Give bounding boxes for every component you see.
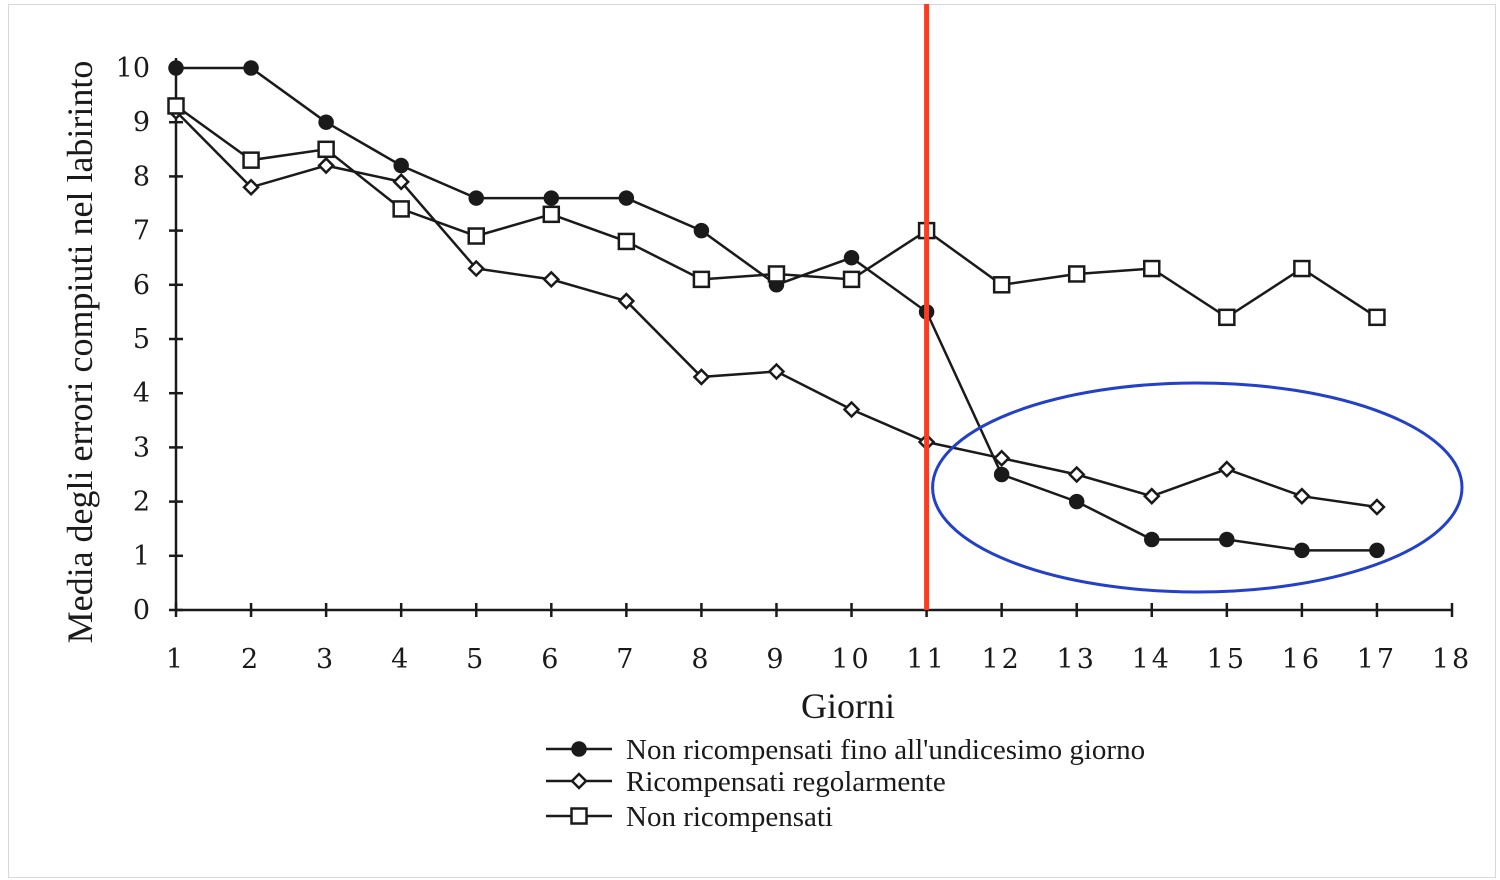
legend-marker-non-ricompensati-fino-11	[571, 741, 587, 757]
legend-label-ricompensati-regolarmente: Ricompensati regolarmente	[626, 766, 946, 798]
data-point-non-ricompensati-5	[467, 227, 485, 245]
x-tick-label-18: 18	[1432, 644, 1472, 675]
data-point-non-ricompensati-14	[1143, 259, 1161, 278]
data-point-non-ricompensati-1	[167, 97, 185, 115]
data-point-non-ricompensati-fino-11-17	[1369, 542, 1385, 559]
data-point-non-ricompensati-4	[392, 200, 410, 218]
y-tick-label-4: 4	[133, 378, 150, 409]
y-axis-title: Media degli errori compiuti nel labirint…	[60, 61, 100, 644]
data-point-ricompensati-regolarmente-10	[842, 400, 861, 419]
x-tick-label-6: 6	[541, 644, 561, 675]
y-tick-label-9: 9	[133, 107, 150, 138]
y-tick-label-0: 0	[133, 595, 150, 626]
y-tick-label-3: 3	[133, 432, 150, 463]
x-tick-label-2: 2	[241, 644, 261, 675]
data-point-non-ricompensati-2	[242, 151, 260, 169]
x-tick-label-1: 1	[166, 644, 186, 675]
y-tick-label-7: 7	[133, 216, 150, 247]
data-point-ricompensati-regolarmente-16	[1293, 487, 1311, 505]
data-point-non-ricompensati-16	[1293, 259, 1311, 278]
data-point-non-ricompensati-fino-11-16	[1294, 542, 1310, 559]
x-tick-label-5: 5	[466, 644, 486, 675]
data-point-non-ricompensati-10	[842, 270, 861, 289]
data-point-non-ricompensati-17	[1368, 308, 1386, 327]
y-tick-label-6: 6	[133, 270, 150, 301]
series-line-ricompensati-regolarmente	[175, 110, 1378, 509]
series-line-non-ricompensati-fino-11	[176, 66, 1377, 552]
data-point-ricompensati-regolarmente-4	[392, 173, 410, 191]
y-tick-label-2: 2	[133, 487, 150, 518]
x-tick-label-17: 17	[1357, 644, 1397, 675]
y-tick-label-1: 1	[133, 541, 150, 572]
x-tick-label-10: 10	[831, 644, 871, 675]
x-tick-label-16: 16	[1282, 644, 1322, 675]
data-point-ricompensati-regolarmente-15	[1218, 460, 1236, 478]
data-point-ricompensati-regolarmente-14	[1142, 487, 1161, 505]
data-point-non-ricompensati-fino-11-6	[543, 190, 560, 206]
legend-label-non-ricompensati: Non ricompensati	[626, 801, 833, 833]
y-tick-label-5: 5	[133, 324, 150, 355]
data-point-ricompensati-regolarmente-12	[992, 449, 1011, 468]
x-tick-label-14: 14	[1132, 644, 1172, 675]
data-point-non-ricompensati-fino-11-5	[468, 190, 484, 206]
x-tick-label-15: 15	[1207, 644, 1247, 675]
x-tick-label-12: 12	[981, 644, 1021, 675]
x-tick-label-11: 11	[906, 644, 946, 675]
data-point-non-ricompensati-fino-11-2	[243, 60, 259, 76]
data-point-ricompensati-regolarmente-17	[1368, 498, 1386, 516]
data-point-non-ricompensati-7	[617, 232, 636, 251]
data-point-non-ricompensati-3	[317, 140, 335, 159]
x-axis-title: Giorni	[801, 686, 895, 726]
x-tick-label-9: 9	[766, 644, 786, 675]
data-point-non-ricompensati-fino-11-12	[993, 466, 1010, 483]
legend-marker-non-ricompensati	[570, 807, 588, 825]
data-point-non-ricompensati-fino-11-10	[843, 249, 860, 266]
legend-marker-ricompensati-regolarmente	[570, 772, 588, 790]
data-point-ricompensati-regolarmente-5	[467, 259, 486, 278]
data-point-non-ricompensati-13	[1067, 265, 1086, 283]
y-tick-label-8: 8	[133, 161, 150, 192]
data-point-non-ricompensati-fino-11-1	[168, 60, 184, 76]
data-point-ricompensati-regolarmente-7	[617, 292, 636, 310]
data-point-non-ricompensati-6	[542, 205, 561, 224]
x-tick-label-3: 3	[316, 644, 336, 675]
data-point-non-ricompensati-fino-11-8	[693, 222, 710, 239]
data-point-non-ricompensati-fino-11-7	[618, 190, 635, 206]
data-point-ricompensati-regolarmente-2	[242, 178, 260, 197]
data-point-ricompensati-regolarmente-3	[317, 156, 335, 175]
annotation-ellipse	[931, 381, 1464, 594]
data-point-non-ricompensati-15	[1218, 308, 1236, 327]
y-tick-label-10: 10	[116, 53, 150, 84]
data-point-non-ricompensati-9	[767, 265, 786, 283]
legend-label-non-ricompensati-fino-11: Non ricompensati fino all'undicesimo gio…	[626, 734, 1145, 766]
x-tick-label-13: 13	[1057, 644, 1097, 675]
data-point-non-ricompensati-fino-11-13	[1068, 493, 1085, 510]
data-point-ricompensati-regolarmente-8	[692, 368, 711, 386]
data-point-non-ricompensati-8	[692, 270, 711, 289]
data-point-non-ricompensati-fino-11-3	[318, 114, 334, 130]
data-point-non-ricompensati-12	[992, 276, 1011, 294]
data-point-ricompensati-regolarmente-9	[767, 362, 786, 381]
data-point-non-ricompensati-fino-11-15	[1219, 531, 1235, 548]
data-point-ricompensati-regolarmente-13	[1067, 465, 1086, 484]
data-point-non-ricompensati-fino-11-14	[1144, 531, 1160, 548]
x-tick-label-4: 4	[391, 644, 411, 675]
x-tick-label-8: 8	[691, 644, 711, 675]
chart-frame	[8, 4, 1496, 878]
data-point-ricompensati-regolarmente-6	[542, 270, 561, 289]
data-point-non-ricompensati-fino-11-4	[393, 157, 409, 174]
x-tick-label-7: 7	[616, 644, 636, 675]
